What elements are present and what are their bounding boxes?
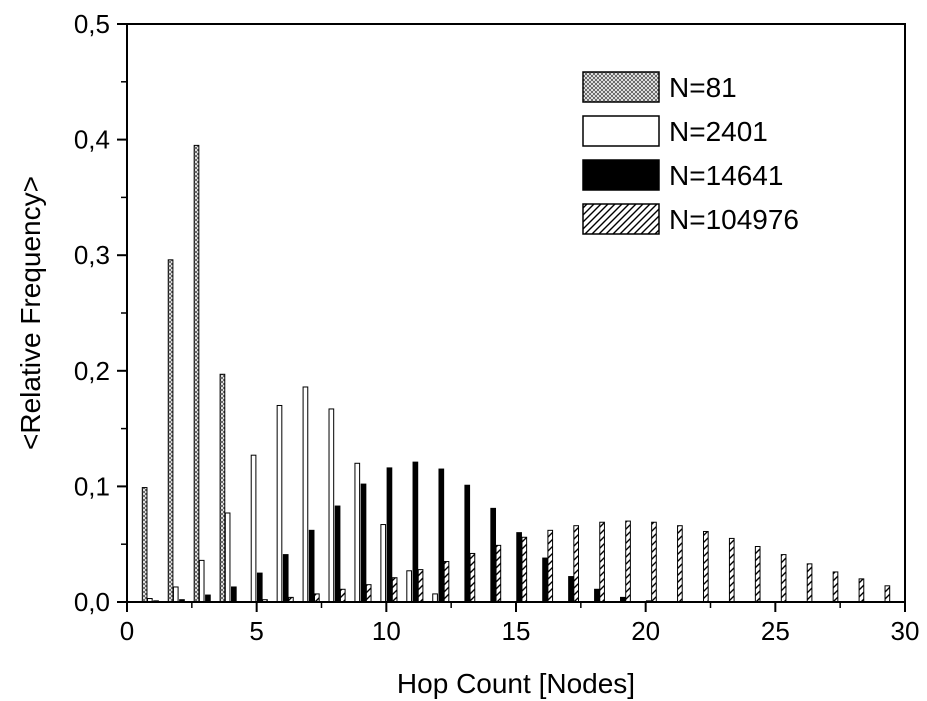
- bar-n104976-hop-16: [547, 529, 554, 603]
- legend-label-n81: N=81: [669, 72, 737, 103]
- x-tick-label: 25: [761, 616, 790, 646]
- y-axis-title: <Relative Frequency>: [15, 176, 46, 450]
- bar-n2401-hop-6: [276, 404, 283, 603]
- bar-n81-hop-1: [141, 487, 148, 603]
- bar-n104976-hop-28: [858, 578, 865, 603]
- bar-n104976-hop-19: [625, 520, 631, 603]
- x-axis-title: Hop Count [Nodes]: [397, 668, 635, 699]
- bar-n2401-hop-9: [354, 462, 361, 603]
- bar-n104976-hop-8: [339, 588, 346, 603]
- y-tick-label: 0,0: [74, 587, 110, 617]
- bar-n104976-hop-27: [832, 571, 839, 603]
- legend-swatch-n2401: [582, 115, 660, 147]
- legend-label-n14641: N=14641: [669, 160, 783, 191]
- bar-n104976-hop-11: [417, 569, 424, 603]
- legend-label-n104976: N=104976: [669, 204, 799, 235]
- bar-n104976-hop-21: [677, 525, 683, 603]
- axis-ticks: 0 5 10 15 20 25 30 0,0 0,1 0,2 0,3 0,4 0,5: [74, 9, 920, 646]
- bar-n104976-hop-17: [573, 525, 580, 603]
- bar-n14641-hop-11: [412, 461, 419, 603]
- bar-n81-hop-4: [219, 373, 226, 603]
- legend-label-n2401: N=2401: [669, 116, 768, 147]
- bar-n104976-hop-29: [884, 585, 891, 603]
- bar-n104976-hop-24: [754, 546, 761, 603]
- bar-n14641-hop-14: [490, 507, 497, 603]
- bar-n2401-hop-5: [250, 454, 257, 603]
- bar-n104976-hop-13: [469, 552, 476, 603]
- bar-n2401-hop-7: [302, 386, 309, 603]
- y-tick-label: 0,2: [74, 356, 110, 386]
- bar-n104976-hop-26: [806, 563, 813, 603]
- bar-n81-hop-3: [193, 144, 200, 603]
- bar-n2401-hop-3: [198, 559, 205, 603]
- legend-swatch-n14641: [582, 159, 660, 191]
- bar-n104976-hop-25: [780, 554, 787, 603]
- bar-n2401-hop-11: [406, 570, 412, 603]
- bar-n14641-hop-17: [568, 576, 574, 603]
- bar-n104976-hop-15: [521, 536, 528, 603]
- bar-n14641-hop-10: [386, 467, 393, 603]
- y-tick-label: 0,3: [74, 240, 110, 270]
- bar-n104976-hop-14: [495, 544, 502, 603]
- bar-n104976-hop-9: [365, 584, 372, 603]
- bar-n14641-hop-3: [205, 594, 211, 603]
- bar-n2401-hop-10: [380, 524, 387, 603]
- bar-n104976-hop-20: [651, 521, 657, 603]
- bar-n104976-hop-12: [443, 561, 450, 603]
- bar-n14641-hop-4: [231, 586, 237, 603]
- bar-n81-hop-2: [167, 259, 174, 603]
- bar-n14641-hop-12: [438, 468, 445, 603]
- bar-n14641-hop-8: [334, 505, 341, 603]
- y-tick-label: 0,5: [74, 9, 110, 39]
- y-tick-label: 0,1: [74, 471, 110, 501]
- bar-n104976-hop-10: [391, 577, 398, 603]
- x-tick-label: 15: [502, 616, 531, 646]
- bar-n14641-hop-13: [464, 484, 471, 603]
- x-tick-label: 30: [891, 616, 920, 646]
- x-tick-label: 10: [372, 616, 401, 646]
- bar-n14641-hop-7: [308, 529, 315, 603]
- legend-swatch-n81: [582, 71, 660, 103]
- legend-swatch-n104976: [582, 203, 660, 235]
- bar-n2401-hop-8: [328, 408, 335, 603]
- bar-n14641-hop-15: [516, 532, 522, 603]
- x-tick-label: 0: [120, 616, 134, 646]
- bar-n104976-hop-23: [728, 537, 735, 603]
- y-tick-label: 0,4: [74, 125, 110, 155]
- bar-n104976-hop-7: [314, 593, 320, 603]
- bar-n14641-hop-18: [594, 588, 600, 603]
- bar-n2401-hop-12: [432, 593, 438, 603]
- legend: N=81 N=2401 N=14641 N=104976: [582, 71, 799, 235]
- bar-n104976-hop-22: [703, 530, 709, 603]
- bar-n14641-hop-5: [256, 572, 263, 603]
- bar-n14641-hop-16: [542, 557, 548, 603]
- x-tick-label: 20: [631, 616, 660, 646]
- bar-n14641-hop-6: [282, 554, 289, 603]
- bar-n2401-hop-4: [224, 512, 231, 603]
- x-tick-label: 5: [249, 616, 263, 646]
- bar-n14641-hop-9: [360, 483, 367, 603]
- bar-n2401-hop-2: [172, 586, 179, 603]
- bars-layer: [141, 144, 891, 603]
- plot-frame: [126, 23, 906, 603]
- bar-n104976-hop-18: [599, 521, 605, 603]
